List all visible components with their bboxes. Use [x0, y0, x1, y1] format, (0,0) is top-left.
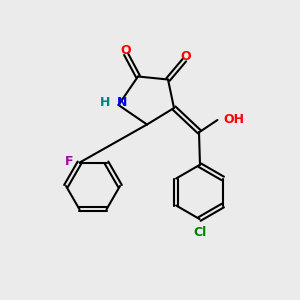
Text: OH: OH: [223, 113, 244, 127]
Text: O: O: [121, 44, 131, 57]
Text: H: H: [100, 95, 110, 109]
Text: N: N: [117, 95, 128, 109]
Text: Cl: Cl: [193, 226, 206, 238]
Text: O: O: [181, 50, 191, 63]
Text: F: F: [65, 154, 74, 168]
